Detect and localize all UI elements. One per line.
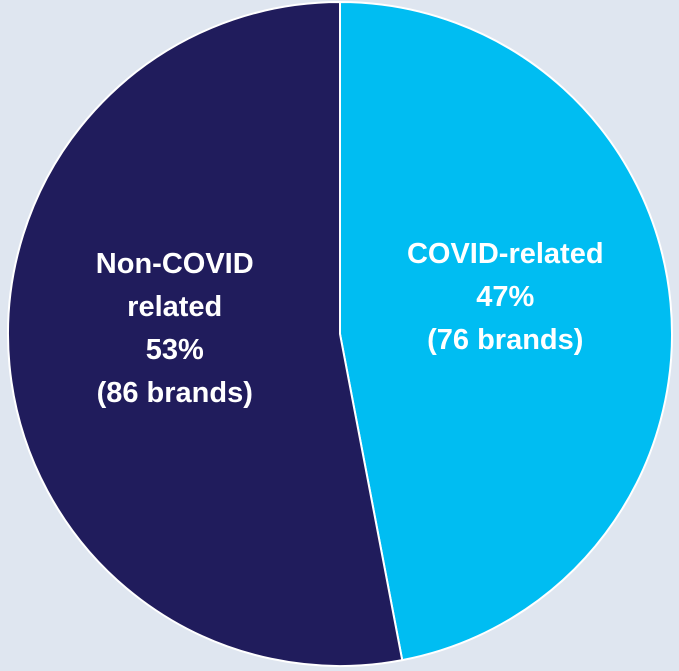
pie-slice bbox=[339, 0, 673, 662]
pie-slice bbox=[7, 0, 404, 667]
slice-label: (76 brands) bbox=[427, 324, 583, 356]
slice-label: Non-COVID bbox=[96, 248, 254, 280]
slice-label: related bbox=[127, 291, 222, 323]
slice-label: (86 brands) bbox=[97, 377, 253, 409]
slice-label: 47% bbox=[476, 281, 534, 313]
slice-label: COVID-related bbox=[407, 238, 604, 270]
slice-label: 53% bbox=[146, 334, 204, 366]
